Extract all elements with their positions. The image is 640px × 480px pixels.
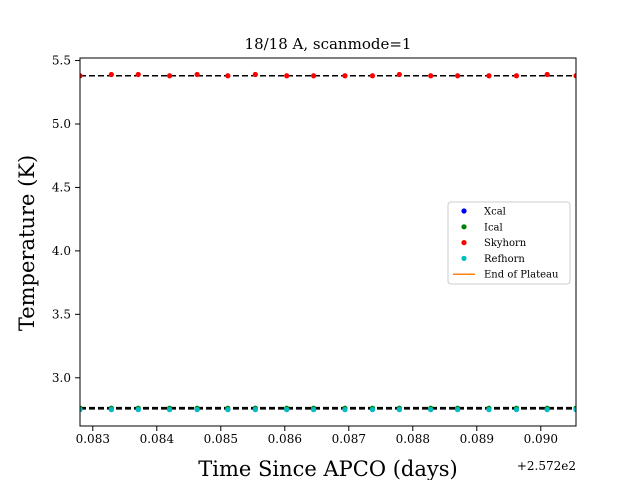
refhorn-point (342, 406, 348, 413)
refhorn-point (108, 406, 114, 413)
y-tick-label: 3.5 (52, 307, 71, 321)
skyhorn-point (486, 73, 492, 79)
skyhorn-point (225, 73, 231, 79)
x-tick-label: 0.084 (140, 432, 175, 446)
refhorn-point (544, 406, 550, 413)
refhorn-point (513, 406, 520, 413)
legend: Xcal Ical Skyhorn Refhorn End of Plateau (447, 201, 571, 285)
refhorn-point (486, 406, 492, 413)
refhorn-point (428, 406, 434, 413)
plot-area (80, 71, 576, 413)
refhorn-point (369, 406, 376, 413)
skyhorn-point (396, 71, 402, 78)
skyhorn-point (428, 73, 434, 79)
x-axis-offset-label: +2.572e2 (517, 459, 576, 473)
skyhorn-point (455, 73, 461, 79)
y-tick-label: 5.5 (52, 54, 71, 68)
legend-label-end-of-plateau: End of Plateau (484, 270, 559, 281)
x-tick-label: 0.087 (332, 432, 366, 446)
skyhorn-point (80, 73, 83, 79)
skyhorn-point (513, 73, 520, 79)
legend-marker-refhorn (461, 255, 467, 261)
x-tick-label: 0.090 (524, 432, 558, 446)
x-tick-label: 0.089 (460, 432, 494, 446)
skyhorn-point (369, 73, 376, 79)
x-tick-label: 0.083 (76, 432, 110, 446)
legend-label-skyhorn: Skyhorn (484, 238, 527, 249)
refhorn-point (396, 406, 402, 413)
refhorn-point (135, 406, 141, 413)
refhorn-point (225, 406, 231, 413)
skyhorn-point (573, 73, 576, 79)
y-tick-label: 5.0 (52, 117, 71, 131)
x-tick-label: 0.086 (268, 432, 302, 446)
x-tick-label: 0.088 (396, 432, 430, 446)
refhorn-point (194, 406, 200, 413)
y-axis-label: Temperature (K) (15, 155, 39, 331)
skyhorn-point (284, 73, 290, 79)
refhorn-point (284, 406, 290, 413)
refhorn-point (80, 406, 83, 413)
skyhorn-point (544, 71, 550, 78)
refhorn-point (573, 406, 576, 413)
axis-ticks: 0.083 0.084 0.085 0.086 0.087 0.088 0.089 0.090… (52, 54, 558, 446)
y-tick-label: 3.0 (52, 371, 71, 385)
x-axis-label: Time Since APCO (days) (198, 457, 457, 480)
x-tick-label: 0.085 (204, 432, 238, 446)
plot-frame (79, 57, 577, 427)
skyhorn-point (167, 73, 173, 79)
skyhorn-point (311, 73, 317, 79)
legend-marker-xcal (461, 208, 467, 214)
legend-label-ical: Ical (484, 222, 503, 233)
legend-box (447, 201, 571, 285)
legend-label-xcal: Xcal (484, 207, 506, 218)
y-tick-label: 4.0 (52, 244, 71, 258)
refhorn-point (455, 406, 461, 413)
skyhorn-point (108, 71, 114, 78)
skyhorn-point (252, 71, 258, 78)
legend-marker-ical (461, 224, 467, 230)
y-tick-label: 4.5 (52, 180, 71, 194)
legend-marker-skyhorn (461, 240, 467, 246)
refhorn-point (252, 406, 258, 413)
skyhorn-point (342, 73, 348, 79)
refhorn-point (311, 406, 317, 413)
legend-label-refhorn: Refhorn (484, 254, 525, 265)
refhorn-point (167, 406, 173, 413)
skyhorn-point (135, 71, 141, 78)
skyhorn-point (194, 71, 200, 78)
chart-title: 18/18 A, scanmode=1 (245, 35, 412, 53)
